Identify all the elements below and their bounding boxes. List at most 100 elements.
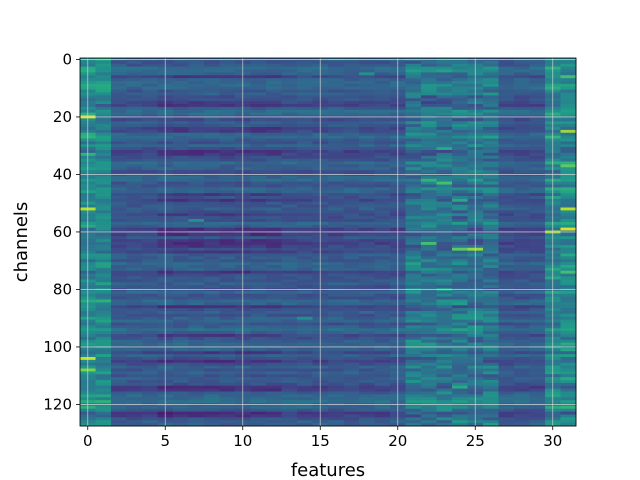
heatmap-cell	[452, 362, 468, 367]
heatmap-cell	[436, 81, 453, 85]
heatmap-cell	[219, 362, 236, 367]
heatmap-cell	[483, 391, 499, 395]
heatmap-cell	[529, 273, 546, 277]
heatmap-cell	[95, 124, 112, 128]
heatmap-cell	[343, 158, 360, 162]
heatmap-cell	[405, 155, 422, 160]
heatmap-cell	[188, 135, 205, 139]
heatmap-cell	[188, 325, 205, 329]
heatmap-cell	[219, 150, 236, 154]
heatmap-cell	[126, 150, 143, 154]
heatmap-cell	[173, 193, 189, 197]
heatmap-cell	[374, 207, 391, 211]
heatmap-cell	[250, 319, 267, 323]
heatmap-cell	[374, 147, 391, 151]
heatmap-cell	[126, 60, 143, 65]
heatmap-cell	[359, 250, 375, 254]
heatmap-cell	[266, 256, 282, 260]
heatmap-cell	[111, 109, 127, 114]
heatmap-cell	[173, 106, 189, 111]
heatmap-cell	[514, 198, 530, 203]
heatmap-cell	[297, 155, 313, 160]
heatmap-cell	[498, 276, 515, 280]
heatmap-cell	[281, 385, 298, 390]
heatmap-cell	[281, 397, 298, 401]
heatmap-cell	[436, 371, 453, 375]
heatmap-cell	[95, 302, 112, 306]
heatmap-cell	[498, 334, 515, 338]
heatmap-cell	[281, 78, 298, 82]
heatmap-cell	[514, 167, 530, 171]
heatmap-cell	[281, 267, 298, 272]
heatmap-cell	[297, 190, 313, 194]
heatmap-cell	[436, 106, 453, 111]
heatmap-cell	[219, 368, 236, 372]
heatmap-cell	[250, 336, 267, 341]
heatmap-cell	[95, 132, 112, 137]
heatmap-cell	[297, 95, 313, 99]
heatmap-cell	[483, 132, 499, 137]
heatmap-cell	[343, 420, 360, 424]
heatmap-cell	[281, 150, 298, 154]
heatmap-cell	[281, 112, 298, 116]
heatmap-cell	[188, 161, 205, 165]
heatmap-cell	[142, 285, 158, 289]
heatmap-cell	[111, 365, 127, 369]
heatmap-cell	[250, 411, 267, 415]
heatmap-cell	[374, 285, 391, 289]
heatmap-cell	[529, 423, 546, 427]
heatmap-cell	[452, 391, 468, 395]
heatmap-cell	[281, 368, 298, 372]
heatmap-cell	[529, 164, 546, 168]
heatmap-cell	[483, 267, 499, 272]
heatmap-cell	[266, 259, 282, 263]
heatmap-cell	[95, 141, 112, 145]
heatmap-cell	[498, 60, 515, 65]
heatmap-cell	[173, 207, 189, 211]
heatmap-cell	[297, 408, 313, 413]
heatmap-cell	[405, 213, 422, 217]
heatmap-cell	[204, 302, 220, 306]
heatmap-cell	[126, 86, 143, 91]
heatmap-cell	[250, 331, 267, 335]
heatmap-cell	[359, 164, 375, 168]
heatmap-cell	[421, 184, 437, 188]
heatmap-cell	[452, 158, 468, 162]
heatmap-cell	[529, 308, 546, 312]
heatmap-cell	[514, 359, 530, 364]
heatmap-cell	[111, 348, 127, 352]
heatmap-cell	[111, 86, 127, 91]
heatmap-cell	[266, 69, 282, 73]
heatmap-cell	[219, 224, 236, 229]
heatmap-cell	[142, 400, 158, 404]
heatmap-cell	[219, 109, 236, 114]
heatmap-cell	[204, 118, 220, 122]
heatmap-cell	[374, 250, 391, 254]
heatmap-cell	[343, 207, 360, 211]
heatmap-cell	[421, 394, 437, 398]
heatmap-cell	[560, 351, 577, 355]
heatmap-cell	[421, 181, 437, 185]
heatmap-cell	[266, 178, 282, 183]
heatmap-cell	[204, 86, 220, 91]
heatmap-cell	[436, 144, 453, 148]
heatmap-cell	[560, 411, 577, 415]
heatmap-cell	[374, 365, 391, 369]
heatmap-cell	[266, 273, 282, 277]
heatmap-cell	[452, 213, 468, 217]
heatmap-cell	[95, 368, 112, 372]
heatmap-cell	[560, 187, 577, 191]
heatmap-cell	[514, 354, 530, 358]
heatmap-cell	[219, 296, 236, 300]
heatmap-cell	[111, 210, 127, 214]
heatmap-cell	[142, 420, 158, 424]
heatmap-cell	[343, 92, 360, 96]
heatmap-cell	[405, 388, 422, 392]
heatmap-cell	[173, 92, 189, 96]
heatmap-cell	[142, 78, 158, 82]
heatmap-cell	[126, 221, 143, 226]
heatmap-cell	[250, 213, 267, 217]
heatmap-cell	[250, 362, 267, 367]
heatmap-cell	[343, 290, 360, 295]
heatmap-cell	[328, 221, 344, 226]
